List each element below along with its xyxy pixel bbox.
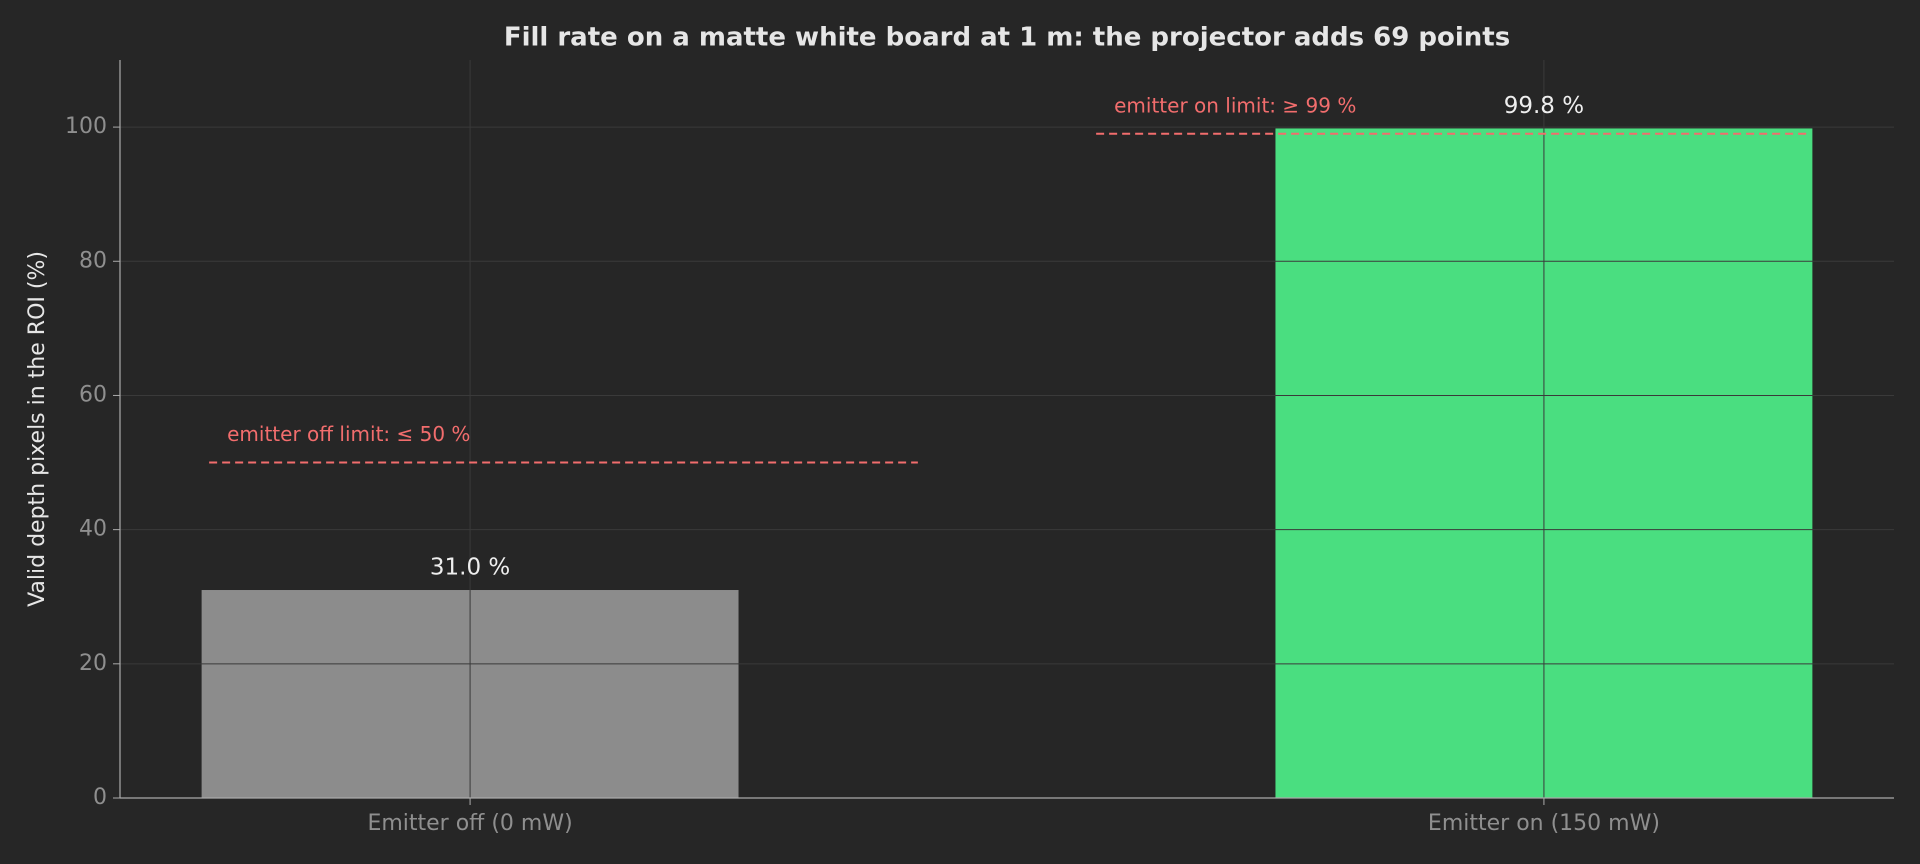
value-label: 31.0 % (430, 555, 510, 581)
threshold-label: emitter off limit: ≤ 50 % (227, 422, 470, 446)
y-tick-label: 60 (79, 382, 107, 407)
threshold-label: emitter on limit: ≥ 99 % (1114, 93, 1356, 117)
y-tick-label: 0 (93, 785, 107, 810)
x-tick-label: Emitter off (0 mW) (367, 811, 572, 836)
chart-title: Fill rate on a matte white board at 1 m:… (504, 23, 1510, 53)
y-tick-label: 20 (79, 651, 107, 676)
value-label: 99.8 % (1504, 93, 1584, 119)
y-axis-label: Valid depth pixels in the ROI (%) (25, 251, 50, 607)
y-tick-label: 40 (79, 517, 107, 542)
y-tick-label: 100 (65, 114, 107, 139)
y-tick-label: 80 (79, 248, 107, 273)
x-tick-label: Emitter on (150 mW) (1428, 811, 1660, 836)
